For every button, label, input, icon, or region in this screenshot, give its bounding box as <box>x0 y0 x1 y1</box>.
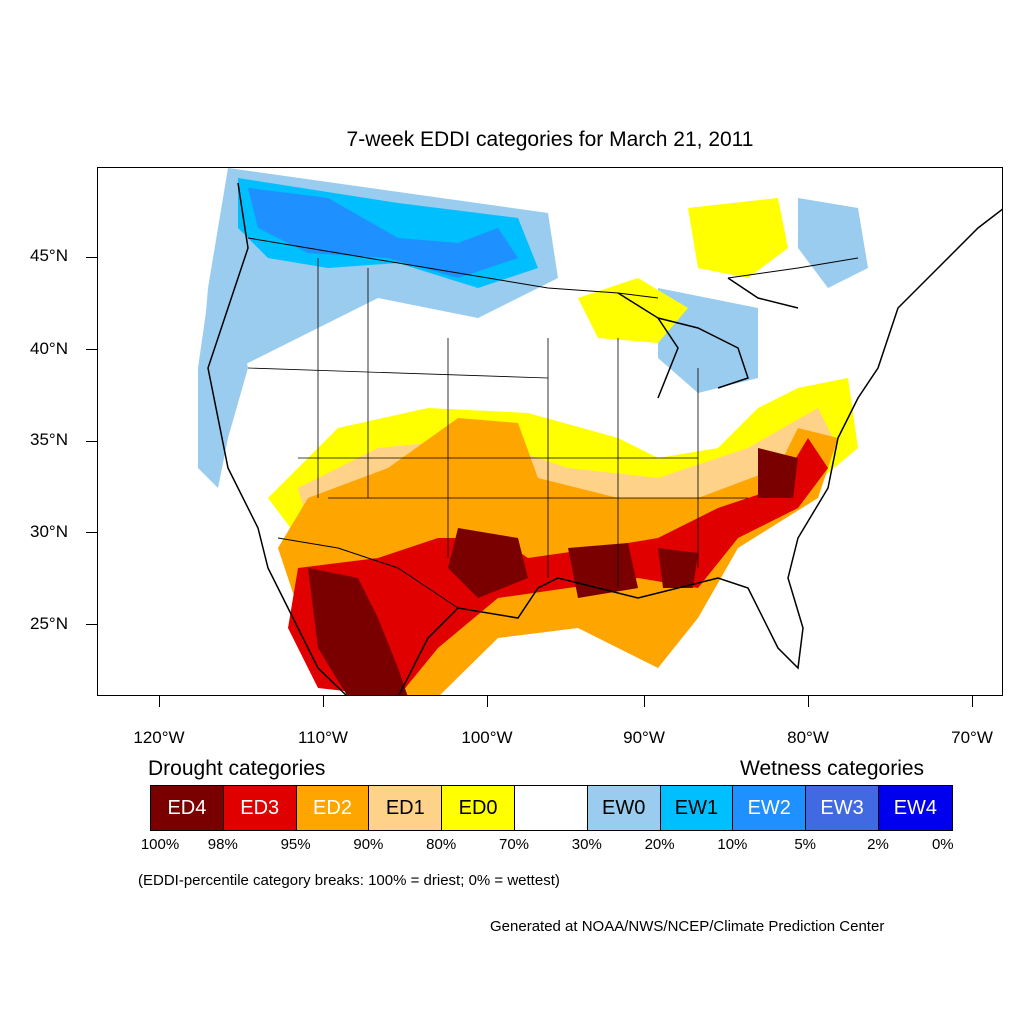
lon-label-100: 100°W <box>461 728 513 747</box>
map-canvas <box>198 168 1002 695</box>
eddi-map <box>97 167 1003 696</box>
lon-tick <box>644 696 645 707</box>
lat-tick <box>86 532 97 533</box>
great-lakes <box>617 277 799 399</box>
wet-region-great-lakes <box>658 288 758 393</box>
legend-box-ew2: EW2 <box>733 786 807 830</box>
legend-box-ed1: ED1 <box>369 786 443 830</box>
legend-box-ew3: EW3 <box>806 786 879 830</box>
lon-label-70: 70°W <box>951 728 993 747</box>
dry-region-ed4-mexico <box>308 568 408 695</box>
state-lines <box>247 258 748 588</box>
legend-box-ew1: EW1 <box>660 786 734 830</box>
percent-break-label: 30% <box>571 836 602 853</box>
lon-tick <box>159 696 160 707</box>
lon-label-110: 110°W <box>298 728 348 747</box>
legend-box-ed0: ED0 <box>442 786 515 830</box>
category-note: (EDDI-percentile category breaks: 100% =… <box>138 872 560 889</box>
dry-region-ed3 <box>288 438 828 695</box>
percent-break-label: 70% <box>498 836 530 853</box>
lon-tick <box>972 696 973 707</box>
lat-label-45: 45°N <box>30 246 68 265</box>
lat-label-40: 40°N <box>30 339 68 358</box>
wet-region-northwest-ew2 <box>248 188 518 278</box>
legend-box-ed2: ED2 <box>296 786 370 830</box>
lon-label-120: 120°W <box>133 728 185 747</box>
percent-break-label: 100% <box>140 836 180 853</box>
wetness-heading: Wetness categories <box>740 757 925 780</box>
lon-label-90: 90°W <box>623 728 665 747</box>
legend-box-ed3: ED3 <box>223 786 297 830</box>
percent-break-label: 0% <box>931 836 954 853</box>
category-legend: ED4 ED3 ED2 ED1 ED0 EW0 EW1 EW2 EW3 EW4 <box>150 785 953 831</box>
dry-region-ed4-texas <box>448 528 528 598</box>
percent-break-label: 5% <box>794 836 817 853</box>
legend-box-neutral <box>514 786 588 830</box>
percent-break-label: 80% <box>426 836 457 853</box>
lat-label-25: 25°N <box>30 614 68 633</box>
legend-box-ed4: ED4 <box>151 786 224 830</box>
coastline <box>207 182 1002 695</box>
drought-heading: Drought categories <box>148 757 326 780</box>
percent-break-label: 98% <box>207 836 238 853</box>
lon-tick <box>487 696 488 707</box>
lat-tick <box>86 349 97 350</box>
percent-break-label: 95% <box>280 836 311 853</box>
lon-label-80: 80°W <box>787 728 829 747</box>
percent-break-label: 20% <box>644 836 675 853</box>
dry-region-ed0-north <box>578 278 688 343</box>
lon-tick <box>808 696 809 707</box>
lat-tick <box>86 624 97 625</box>
us-border-south <box>277 537 459 609</box>
dry-region-ed0-ne <box>688 198 788 278</box>
percent-break-label: 2% <box>867 836 889 853</box>
dry-region-ed4-alabama <box>658 548 698 588</box>
wet-region-northeast <box>798 198 868 288</box>
lon-tick <box>323 696 324 707</box>
lat-label-30: 30°N <box>30 522 68 541</box>
credit-line: Generated at NOAA/NWS/NCEP/Climate Predi… <box>490 918 885 935</box>
lat-label-35: 35°N <box>30 430 68 449</box>
legend-box-ew0: EW0 <box>587 786 661 830</box>
dry-region-ed4-carolinas <box>758 448 798 498</box>
percent-break-label: 90% <box>353 836 384 853</box>
legend-box-ew4: EW4 <box>878 786 952 830</box>
lat-tick <box>86 257 97 258</box>
percent-break-label: 10% <box>717 836 748 853</box>
map-title: 7-week EDDI categories for March 21, 201… <box>346 128 754 151</box>
wet-region-west-coast <box>198 298 248 488</box>
us-border-north <box>247 237 859 299</box>
lat-tick <box>86 441 97 442</box>
